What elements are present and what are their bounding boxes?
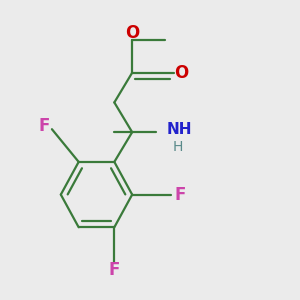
Text: O: O xyxy=(174,64,188,82)
Text: NH: NH xyxy=(166,122,192,137)
Text: F: F xyxy=(174,186,185,204)
Text: F: F xyxy=(109,261,120,279)
Text: O: O xyxy=(125,24,139,42)
Text: H: H xyxy=(173,140,183,154)
Text: F: F xyxy=(39,117,50,135)
